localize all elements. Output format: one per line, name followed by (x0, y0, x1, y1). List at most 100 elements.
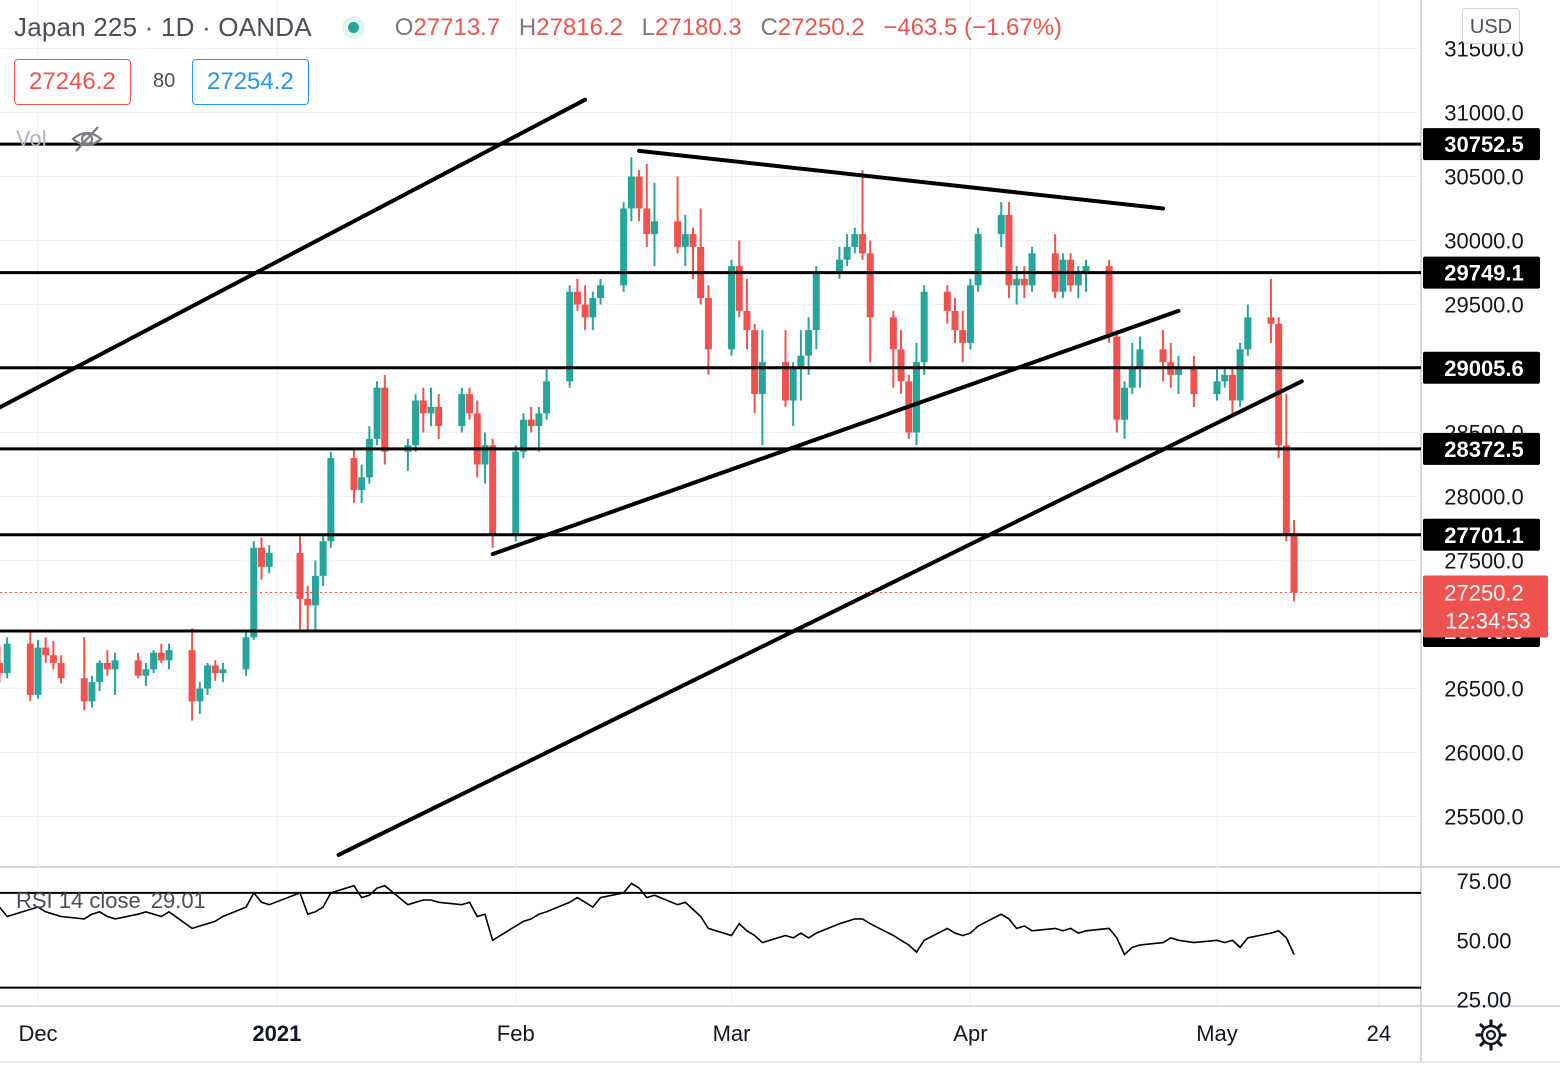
bar-countdown: 12:34:53 (1445, 608, 1531, 633)
candle-body (1082, 266, 1090, 273)
candle-body (1267, 317, 1275, 324)
candle-body (519, 419, 527, 452)
level-price-tag (1423, 256, 1540, 289)
candle-body (381, 387, 389, 452)
high-value: 27816.2 (536, 13, 623, 41)
candle-body (1059, 259, 1067, 292)
candle-body (635, 176, 643, 209)
eye-off-icon[interactable] (70, 124, 104, 154)
spread-value: 80 (153, 70, 176, 92)
candle-body (566, 291, 574, 382)
candle-body (859, 234, 867, 254)
rsi-value: 29.01 (150, 888, 206, 913)
candle-body (743, 310, 751, 331)
candle-body (704, 298, 712, 350)
candle-body (1244, 317, 1252, 350)
low-key: L (641, 13, 656, 41)
symbol-title[interactable]: Japan 225 · 1D · OANDA (14, 12, 312, 42)
candle-body (1228, 374, 1236, 401)
candle-body (951, 310, 959, 331)
candle-body (412, 400, 420, 446)
close-key: C (760, 13, 778, 41)
candle-body (80, 678, 88, 702)
candle-body (250, 547, 258, 638)
sell-button[interactable]: 27246.2 (14, 59, 131, 105)
candle-body (327, 458, 335, 542)
candle-body (589, 298, 597, 318)
candle-body (897, 349, 905, 382)
buy-button[interactable]: 27254.2 (192, 59, 309, 105)
candle-body (1020, 278, 1028, 286)
candle-body (350, 458, 358, 491)
candle-body (573, 291, 581, 305)
x-tick-label: Apr (953, 1021, 987, 1046)
last-price-tag (1423, 575, 1548, 638)
candle-body (219, 669, 227, 674)
y-tick-label: 27500.0 (1444, 549, 1524, 574)
chart-legend: Japan 225 · 1D · OANDA O27713.7 H27816.2… (14, 12, 1074, 43)
candle-body (0, 662, 3, 674)
candle-body (805, 330, 813, 356)
candle-body (1282, 445, 1290, 534)
rsi-tick-label: 25.00 (1456, 988, 1511, 1013)
candle-body (196, 688, 204, 702)
candle-body (1174, 368, 1182, 375)
candle-body (257, 547, 265, 567)
level-price-tag (1423, 128, 1540, 161)
candle-body (419, 400, 427, 414)
candle-body (512, 451, 520, 535)
candle-body (473, 413, 481, 465)
candle-body (466, 394, 474, 414)
candle-body (103, 662, 111, 670)
change-value: −463.5 (−1.67%) (883, 13, 1063, 41)
candle-body (650, 221, 658, 235)
candle-body (1221, 374, 1229, 382)
candle-body (912, 362, 920, 433)
candle-body (296, 552, 304, 599)
candle-body (543, 381, 551, 414)
candle-body (627, 176, 635, 209)
candle-body (1275, 323, 1283, 446)
candle-body (458, 394, 466, 427)
candle-body (974, 234, 982, 286)
candle-body (943, 291, 951, 311)
candle-body (111, 660, 119, 670)
x-tick-label: Feb (497, 1021, 535, 1046)
candle-body (789, 368, 797, 401)
candle-body (1213, 381, 1221, 395)
gear-icon[interactable] (1474, 1018, 1508, 1052)
y-tick-label: 28000.0 (1444, 485, 1524, 510)
candle-body (1005, 214, 1013, 286)
y-tick-label: 26500.0 (1444, 677, 1524, 702)
candle-body (581, 304, 589, 318)
market-open-dot-icon (347, 22, 359, 33)
candle-body (150, 652, 158, 670)
open-key: O (394, 13, 414, 41)
candle-body (1128, 368, 1136, 388)
candle-body (758, 362, 766, 395)
candle-body (1236, 349, 1244, 401)
candle-body (88, 682, 96, 702)
currency-button[interactable]: USD (1462, 8, 1520, 44)
level-price-label: 29749.1 (1444, 261, 1524, 286)
y-tick-label: 31000.0 (1444, 101, 1524, 126)
rsi-line (0, 882, 1295, 956)
candle-body (866, 253, 874, 318)
x-tick-label: 24 (1367, 1021, 1391, 1046)
candle-body (157, 652, 165, 661)
level-price-tag (1423, 432, 1540, 465)
candle-body (674, 221, 682, 247)
candle-body (535, 413, 543, 427)
candle-body (1074, 272, 1082, 286)
level-price-tag (1423, 351, 1540, 384)
candle-body (304, 598, 312, 606)
candle-body (481, 445, 489, 465)
candle-body (211, 665, 219, 674)
rsi-name: RSI 14 close (16, 888, 141, 913)
candle-body (1159, 349, 1167, 363)
open-value: 27713.7 (413, 13, 501, 41)
close-value: 27250.2 (777, 13, 865, 41)
trend-line (336, 379, 1304, 857)
candle-body (1121, 387, 1129, 420)
